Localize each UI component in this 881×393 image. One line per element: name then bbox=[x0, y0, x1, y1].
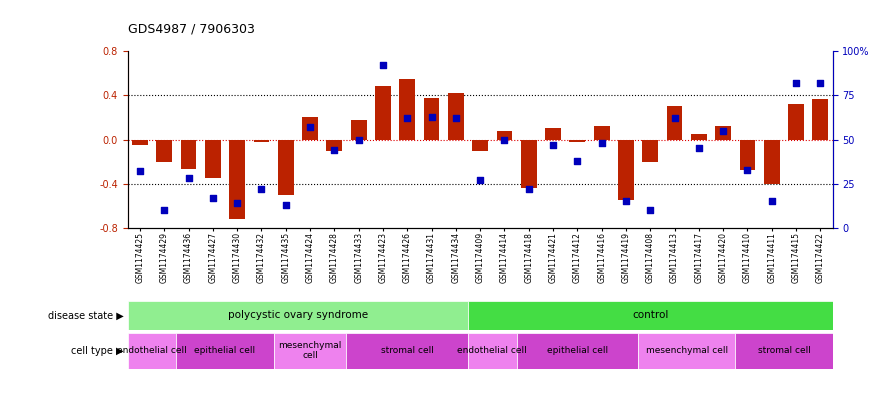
Point bbox=[400, 115, 414, 121]
Bar bbox=[594, 126, 610, 140]
Bar bbox=[346, 333, 468, 369]
Point bbox=[303, 124, 317, 130]
Point bbox=[473, 177, 487, 183]
Text: control: control bbox=[632, 310, 669, 320]
Text: stromal cell: stromal cell bbox=[758, 346, 811, 355]
Bar bbox=[302, 118, 318, 140]
Text: epithelial cell: epithelial cell bbox=[195, 346, 255, 355]
Point bbox=[546, 141, 560, 148]
Point bbox=[206, 195, 220, 201]
Bar bbox=[516, 333, 638, 369]
Text: endothelial cell: endothelial cell bbox=[117, 346, 187, 355]
Point bbox=[789, 80, 803, 86]
Point bbox=[255, 186, 269, 192]
Point bbox=[692, 145, 706, 151]
Point bbox=[643, 207, 657, 213]
Bar bbox=[229, 140, 245, 219]
Point bbox=[570, 158, 584, 164]
Bar bbox=[736, 333, 833, 369]
Bar bbox=[764, 140, 780, 184]
Text: epithelial cell: epithelial cell bbox=[547, 346, 608, 355]
Point bbox=[230, 200, 244, 206]
Point bbox=[522, 186, 536, 192]
Bar bbox=[128, 301, 468, 329]
Bar bbox=[468, 301, 833, 329]
Text: endothelial cell: endothelial cell bbox=[457, 346, 527, 355]
Point bbox=[133, 168, 147, 174]
Bar bbox=[327, 140, 342, 151]
Bar bbox=[788, 104, 804, 140]
Bar bbox=[351, 119, 366, 140]
Bar bbox=[468, 333, 516, 369]
Bar bbox=[521, 140, 537, 188]
Bar bbox=[156, 140, 172, 162]
Text: cell type ▶: cell type ▶ bbox=[70, 346, 123, 356]
Point bbox=[668, 115, 682, 121]
Point bbox=[181, 175, 196, 182]
Bar bbox=[545, 129, 561, 140]
Bar bbox=[715, 126, 731, 140]
Bar bbox=[375, 86, 391, 140]
Point bbox=[595, 140, 609, 146]
Bar bbox=[181, 140, 196, 169]
Bar bbox=[176, 333, 274, 369]
Bar bbox=[254, 140, 270, 142]
Bar bbox=[812, 99, 828, 140]
Bar bbox=[618, 140, 633, 200]
Point bbox=[813, 80, 827, 86]
Text: polycystic ovary syndrome: polycystic ovary syndrome bbox=[228, 310, 368, 320]
Bar bbox=[205, 140, 221, 178]
Point bbox=[157, 207, 171, 213]
Bar bbox=[642, 140, 658, 162]
Text: mesenchymal
cell: mesenchymal cell bbox=[278, 341, 342, 360]
Point bbox=[765, 198, 779, 204]
Bar bbox=[448, 93, 463, 140]
Bar bbox=[424, 97, 440, 140]
Text: GDS4987 / 7906303: GDS4987 / 7906303 bbox=[128, 22, 255, 35]
Bar bbox=[569, 140, 585, 142]
Bar bbox=[691, 134, 707, 140]
Point bbox=[425, 113, 439, 119]
Bar bbox=[667, 107, 683, 140]
Text: disease state ▶: disease state ▶ bbox=[48, 310, 123, 320]
Point bbox=[327, 147, 341, 153]
Point bbox=[448, 115, 463, 121]
Bar bbox=[472, 140, 488, 151]
Bar bbox=[274, 333, 346, 369]
Bar bbox=[132, 140, 148, 145]
Point bbox=[716, 127, 730, 134]
Point bbox=[376, 62, 390, 68]
Bar bbox=[497, 130, 513, 140]
Text: mesenchymal cell: mesenchymal cell bbox=[646, 346, 728, 355]
Bar bbox=[739, 140, 755, 171]
Bar bbox=[278, 140, 293, 195]
Bar bbox=[638, 333, 736, 369]
Point bbox=[352, 136, 366, 143]
Point bbox=[278, 202, 292, 208]
Point bbox=[498, 136, 512, 143]
Bar bbox=[399, 79, 415, 140]
Point bbox=[740, 167, 754, 173]
Bar bbox=[128, 333, 176, 369]
Text: stromal cell: stromal cell bbox=[381, 346, 433, 355]
Point bbox=[619, 198, 633, 204]
